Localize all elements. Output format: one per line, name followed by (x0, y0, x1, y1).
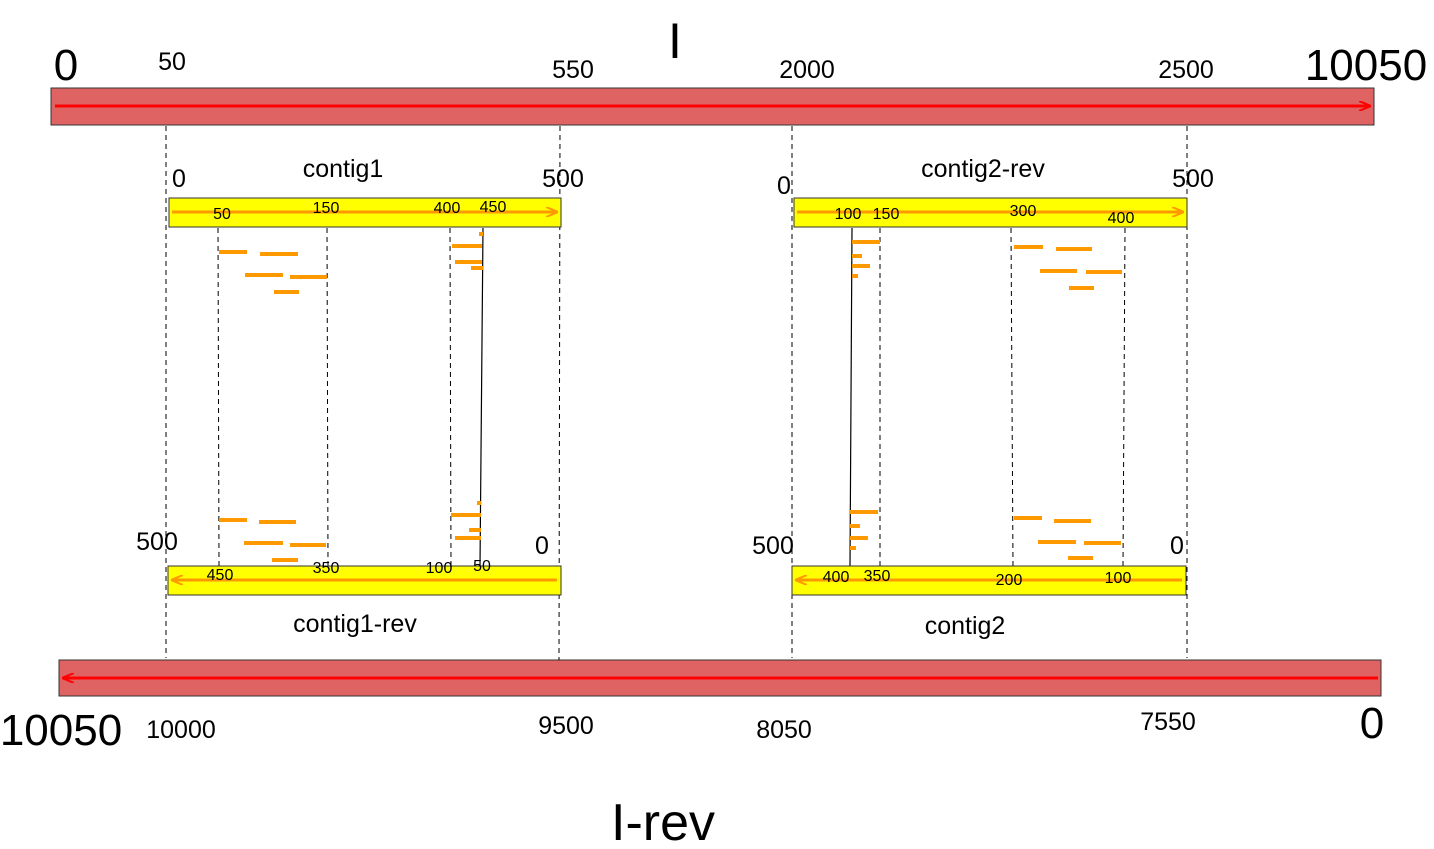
contig2-rev-name: contig2-rev (921, 155, 1045, 183)
contig2-rev-start-label: 0 (777, 172, 791, 200)
guide-line (1010, 227, 1014, 567)
contig2-tick: 100 (1105, 570, 1132, 587)
chromosome-top-tick: 2500 (1158, 56, 1214, 84)
contig2-rev-tick: 150 (873, 206, 900, 223)
chromosome-top-tick: 50 (158, 48, 186, 76)
guide-line (217, 227, 220, 567)
contig2-name: contig2 (925, 612, 1006, 640)
contig1-rev-tick: 50 (473, 558, 491, 575)
contig1-rev-tick: 100 (426, 560, 453, 577)
chromosome-bottom-label: I-rev (611, 794, 715, 849)
reads (219, 232, 1122, 562)
chromosome-top-tick: 2000 (779, 56, 835, 84)
contig1-rev-name: contig1-rev (293, 610, 417, 638)
chromosome-top-tick: 550 (552, 56, 594, 84)
chromosome-bottom-start-label: 10050 (0, 706, 122, 755)
contig2-start-label: 500 (752, 532, 794, 560)
contig1-tick: 150 (313, 200, 340, 217)
guide-line (1122, 227, 1126, 567)
contig2-rev-tick: 100 (835, 206, 862, 223)
contig1-end-label: 500 (542, 165, 584, 193)
chromosome-top-label: I (668, 13, 682, 69)
chromosome-bottom-tick: 10000 (146, 716, 216, 744)
contig1-name: contig1 (303, 155, 384, 183)
contig2-end-label: 0 (1170, 532, 1184, 560)
contig1-tick: 400 (434, 200, 461, 217)
contig1-rev-tick: 350 (313, 560, 340, 577)
connector-line (849, 227, 853, 567)
guide-line (326, 227, 329, 567)
contig1-rev-tick: 450 (207, 567, 234, 584)
contig1-tick: 50 (213, 206, 231, 223)
contig1: contig1 0 500 50 150 400 450 (168, 155, 584, 228)
contig2-tick: 350 (864, 568, 891, 585)
contig2-tick: 200 (996, 572, 1023, 589)
contig2-rev-tick: 400 (1108, 210, 1135, 227)
chromosome-bottom-tick: 9500 (538, 712, 594, 740)
contig1-tick: 450 (480, 199, 507, 216)
chromosome-top-start-label: 0 (54, 41, 78, 90)
contig2-rev-tick: 300 (1010, 203, 1037, 220)
connector-line (479, 227, 484, 567)
contig2: contig2 500 0 400 350 200 100 (752, 532, 1187, 640)
chromosome-bottom-tick: 8050 (756, 716, 812, 744)
chromosome-bottom-tick: 7550 (1140, 708, 1196, 736)
contig1-start-label: 0 (172, 165, 186, 193)
contig1-rev-end-label: 0 (535, 532, 549, 560)
contig1-rev-start-label: 500 (136, 528, 178, 556)
guide-line (449, 227, 452, 567)
chromosome-top-end-label: 10050 (1305, 41, 1427, 90)
chromosome-top: I 0 10050 50 550 2000 2500 (50, 13, 1427, 126)
chromosome-bottom: I-rev 10050 0 10000 9500 8050 7550 (0, 659, 1384, 849)
contig2-tick: 400 (823, 569, 850, 586)
contig2-rev-end-label: 500 (1172, 165, 1214, 193)
contig2-rev: contig2-rev 0 500 100 150 300 400 (777, 155, 1214, 228)
chromosome-bottom-end-label: 0 (1360, 699, 1384, 748)
contig1-rev: contig1-rev 500 0 450 350 100 50 (136, 528, 562, 638)
